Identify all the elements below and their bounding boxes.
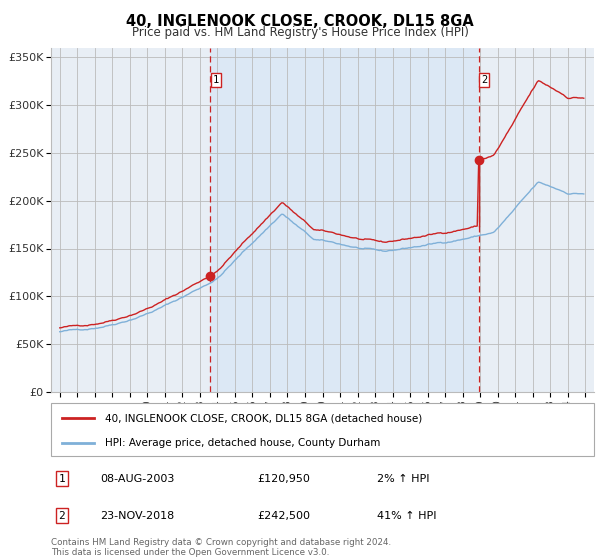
- Text: 1: 1: [58, 474, 65, 484]
- Text: 1: 1: [213, 75, 219, 85]
- Text: 41% ↑ HPI: 41% ↑ HPI: [377, 511, 436, 521]
- Text: £242,500: £242,500: [257, 511, 310, 521]
- Text: Price paid vs. HM Land Registry's House Price Index (HPI): Price paid vs. HM Land Registry's House …: [131, 26, 469, 39]
- Text: £120,950: £120,950: [257, 474, 310, 484]
- FancyBboxPatch shape: [51, 403, 594, 456]
- Bar: [211, 48, 478, 392]
- Text: 2% ↑ HPI: 2% ↑ HPI: [377, 474, 430, 484]
- Text: Contains HM Land Registry data © Crown copyright and database right 2024.
This d: Contains HM Land Registry data © Crown c…: [51, 538, 391, 557]
- Text: 23-NOV-2018: 23-NOV-2018: [100, 511, 174, 521]
- Text: 2: 2: [58, 511, 65, 521]
- Text: 2: 2: [481, 75, 488, 85]
- Text: 08-AUG-2003: 08-AUG-2003: [100, 474, 174, 484]
- Text: 40, INGLENOOK CLOSE, CROOK, DL15 8GA: 40, INGLENOOK CLOSE, CROOK, DL15 8GA: [126, 14, 474, 29]
- Text: 40, INGLENOOK CLOSE, CROOK, DL15 8GA (detached house): 40, INGLENOOK CLOSE, CROOK, DL15 8GA (de…: [106, 413, 422, 423]
- Text: HPI: Average price, detached house, County Durham: HPI: Average price, detached house, Coun…: [106, 438, 380, 448]
